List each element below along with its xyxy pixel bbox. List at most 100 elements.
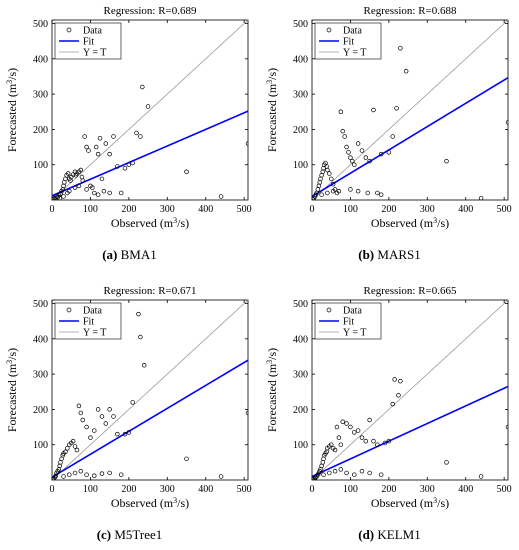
y-tick-label: 100 xyxy=(33,440,48,451)
data-point xyxy=(505,120,508,125)
data-point xyxy=(321,472,326,477)
y-axis-label-superscript: 3 xyxy=(5,360,14,364)
x-tick-label: 100 xyxy=(343,484,358,495)
data-point xyxy=(78,468,84,474)
data-point xyxy=(321,456,326,462)
data-point xyxy=(107,470,112,476)
plot-area-frame xyxy=(311,19,509,201)
data-point xyxy=(61,474,66,479)
y-axis-label: Forecasted (m3/s) xyxy=(5,348,19,432)
data-point xyxy=(344,470,349,476)
legend-data-label: Data xyxy=(83,306,102,317)
caption-letter: (d) xyxy=(358,527,375,542)
data-point xyxy=(355,428,361,433)
y-axis-label-superscript: 3 xyxy=(5,80,14,84)
data-point xyxy=(65,171,71,176)
data-point xyxy=(505,424,508,430)
data-point xyxy=(118,190,124,196)
data-point xyxy=(122,165,128,171)
y-tick-label: 400 xyxy=(293,334,308,345)
data-point xyxy=(101,188,107,194)
data-point xyxy=(327,470,332,476)
x-tick-label: 500 xyxy=(497,204,512,215)
data-point xyxy=(130,160,135,166)
plot-content xyxy=(312,300,508,480)
y-axis-label-main: Forecasted (m xyxy=(265,83,279,152)
data-point xyxy=(319,192,324,197)
identity-line xyxy=(312,20,508,200)
legend-data-label: Data xyxy=(343,26,362,37)
x-tick-label: 0 xyxy=(50,484,55,495)
data-point xyxy=(122,431,128,437)
x-axis-label: Observed (m3/s) xyxy=(111,216,189,230)
x-tick-label: 300 xyxy=(160,484,175,495)
x-tick-label: 300 xyxy=(160,204,175,215)
data-point xyxy=(111,134,116,139)
data-point xyxy=(130,400,135,405)
plot-content xyxy=(312,20,508,200)
caption-name: M5Tree1 xyxy=(114,527,163,542)
data-point xyxy=(398,378,403,384)
identity-line xyxy=(52,300,248,480)
panel-caption: (a) BMA1 xyxy=(0,247,259,263)
data-point xyxy=(84,187,89,192)
data-point xyxy=(76,183,82,189)
caption-letter: (b) xyxy=(358,247,375,262)
legend-fit-label: Fit xyxy=(343,37,354,48)
data-point xyxy=(118,472,124,477)
legend-identity-label: Y = T xyxy=(343,328,366,339)
plot-content xyxy=(52,20,248,200)
data-point xyxy=(478,474,484,479)
y-axis-label: Forecasted (m3/s) xyxy=(265,348,279,432)
y-tick-label: 200 xyxy=(293,405,308,416)
data-point xyxy=(359,148,365,153)
data-point xyxy=(332,468,338,474)
y-axis-label-unit: /s) xyxy=(265,68,279,80)
data-point xyxy=(386,438,392,444)
data-point xyxy=(115,431,120,437)
data-point xyxy=(382,440,388,446)
data-point xyxy=(126,162,132,167)
plot-area-frame xyxy=(51,299,249,481)
plot-content xyxy=(52,300,248,480)
y-tick-label: 300 xyxy=(293,370,308,381)
x-tick-label: 400 xyxy=(198,204,213,215)
data-point xyxy=(330,188,336,194)
y-axis-label-unit: /s) xyxy=(5,68,19,80)
data-point xyxy=(340,419,345,425)
caption-letter: (c) xyxy=(96,527,112,542)
data-point xyxy=(363,438,369,444)
data-point xyxy=(80,417,85,423)
fit-line xyxy=(312,76,508,198)
data-point xyxy=(95,407,101,412)
y-tick-label: 400 xyxy=(33,54,48,65)
data-point xyxy=(390,401,395,407)
y-tick-label: 300 xyxy=(33,370,48,381)
data-point xyxy=(61,194,66,199)
fit-line xyxy=(52,359,248,478)
data-point xyxy=(359,468,365,474)
data-point xyxy=(145,104,151,109)
x-tick-label: 400 xyxy=(458,484,473,495)
data-point xyxy=(378,192,384,197)
data-point xyxy=(72,444,78,449)
data-point xyxy=(107,190,112,196)
x-tick-label: 100 xyxy=(343,204,358,215)
y-axis-label: Forecasted (m3/s) xyxy=(5,68,19,152)
data-point xyxy=(90,185,95,190)
data-point xyxy=(371,438,376,444)
panel-caption: (b) MARS1 xyxy=(260,247,519,263)
data-point xyxy=(330,181,336,187)
data-point xyxy=(79,174,85,180)
y-tick-label: 500 xyxy=(33,299,48,310)
data-point xyxy=(334,190,340,196)
data-point xyxy=(107,407,112,412)
chart-panel-m5tree1: Regression: R=0.671 0 100 200 300 400 500 100 20… xyxy=(0,280,259,550)
y-tick-label: 200 xyxy=(293,125,308,136)
x-tick-label: 200 xyxy=(121,484,136,495)
caption-letter: (a) xyxy=(102,247,118,262)
data-point xyxy=(363,155,369,160)
x-axis-label-main: Observed (m xyxy=(371,496,434,510)
x-axis-label-superscript: 3 xyxy=(173,496,177,505)
plot-area-frame xyxy=(311,299,509,481)
